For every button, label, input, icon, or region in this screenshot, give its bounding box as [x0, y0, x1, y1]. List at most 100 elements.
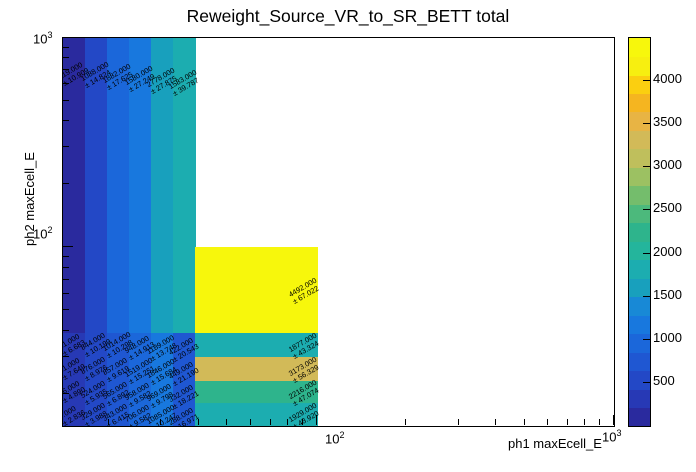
x-tick-7: [302, 419, 304, 425]
y-tick-16: [63, 46, 69, 48]
chart-title: Reweight_Source_VR_to_SR_BETT total: [186, 6, 510, 26]
y-tick-5: [63, 278, 69, 280]
heatmap-cell-r1-c1: [85, 356, 108, 382]
x-tick-10: [457, 419, 459, 425]
palette-label-1500: 1500: [653, 286, 682, 302]
x-tick-8: [315, 415, 317, 425]
heatmap-cell-r2-c3: [129, 380, 152, 404]
palette-step-18: [629, 74, 650, 94]
palette-label-2500: 2500: [653, 200, 682, 216]
palette-step-3: [629, 352, 650, 372]
palette-step-17: [629, 93, 650, 113]
palette-step-7: [629, 278, 650, 298]
heatmap-cell-r1-c2: [107, 356, 130, 382]
heatmap-cell-r3-c5: [173, 403, 196, 426]
palette-tick-2500: [643, 209, 650, 211]
palette-tick-4000: [643, 80, 650, 82]
heatmap-cell-r1-c3: [129, 356, 152, 382]
heatmap-cell-r2-c2: [107, 380, 130, 404]
y-tick-label-1e2: 102: [33, 225, 53, 242]
palette-step-6: [629, 296, 650, 316]
heatmap-cell-topcol-3: [129, 38, 152, 333]
palette-step-12: [629, 185, 650, 205]
palette-label-3000: 3000: [653, 157, 682, 173]
heatmap-cell-r0-c2: [107, 332, 130, 358]
palette-step-1: [629, 389, 650, 409]
y-tick-12: [63, 100, 69, 101]
y-tick-11: [63, 120, 69, 122]
heatmap-cell-r3-c2: [107, 403, 130, 426]
x-tick-label-1e2: 102: [325, 430, 345, 447]
heatmap-cell-r3-c0: [63, 403, 86, 426]
x-tick-17: [613, 415, 614, 425]
x-tick-16: [599, 419, 601, 425]
y-tick-6: [63, 266, 69, 268]
heatmap-cell-topcol-5: [173, 38, 196, 333]
x-tick-5: [269, 419, 271, 425]
heatmap-cell-r3-c1: [85, 403, 108, 426]
palette-tick-1500: [643, 295, 650, 297]
x-tick-label-1e3: 103: [602, 428, 622, 445]
palette-tick-1000: [643, 338, 650, 340]
heatmap-cell-r1-c0: [63, 356, 86, 382]
palette-label-500: 500: [653, 372, 675, 388]
palette-tick-2000: [643, 252, 650, 254]
heatmap-cell-r0-c0: [63, 332, 86, 358]
y-tick-14: [63, 69, 69, 71]
heatmap-cell-wide-0: [195, 247, 318, 334]
palette-step-9: [629, 241, 650, 261]
palette-tick-3500: [643, 123, 650, 125]
palette-tick-500: [643, 381, 650, 383]
palette-label-4000: 4000: [653, 71, 682, 87]
y-tick-4: [63, 292, 69, 294]
palette-step-10: [629, 222, 650, 242]
x-tick-9: [405, 419, 407, 425]
y-tick-8: [63, 246, 73, 248]
heatmap-cell-wide-2: [195, 356, 318, 382]
palette-step-16: [629, 111, 650, 131]
y-tick-13: [63, 83, 69, 85]
palette-step-2: [629, 370, 650, 390]
plot-frame: 119.000 ± 10.909 1088.000 ± 14.824 1882.000 ±…: [62, 37, 615, 427]
heatmap-cell-r0-c4: [151, 332, 174, 358]
x-tick-1: [160, 419, 162, 425]
x-tick-11: [494, 419, 496, 425]
heatmap-cell-wide-1: [195, 332, 318, 358]
heatmap-cell-topcol-0: [63, 38, 86, 333]
palette-step-4: [629, 333, 650, 353]
x-tick-6: [286, 419, 288, 425]
x-tick-14: [566, 419, 568, 425]
x-tick-4: [249, 419, 251, 425]
palette-label-2000: 2000: [653, 243, 682, 259]
palette-tick-3000: [643, 166, 650, 168]
heatmap-cell-r2-c4: [151, 380, 174, 404]
heatmap-cell-r3-c3: [129, 403, 152, 426]
y-tick-2: [63, 329, 69, 331]
y-tick-3: [63, 309, 69, 311]
heatmap-cell-r1-c4: [151, 356, 174, 382]
heatmap-cell-wide-3: [195, 380, 318, 404]
x-tick-2: [197, 419, 199, 425]
x-tick-3: [226, 419, 228, 425]
y-tick-10: [63, 146, 69, 148]
palette-step-11: [629, 204, 650, 224]
y-tick-0: [63, 392, 69, 394]
palette-step-13: [629, 167, 650, 187]
heatmap-cell-r1-c5: [173, 356, 196, 382]
palette-step-20: [629, 38, 650, 58]
color-scale-palette: [628, 37, 651, 427]
heatmap-cell-r0-c1: [85, 332, 108, 358]
x-tick-13: [547, 419, 549, 425]
palette-step-8: [629, 259, 650, 279]
y-tick-1: [63, 355, 69, 357]
heatmap-cell-r0-c5: [173, 332, 196, 358]
heatmap-cell-r2-c0: [63, 380, 86, 404]
x-tick-12: [523, 419, 525, 425]
heatmap-cell-wide-4: [195, 403, 318, 426]
palette-step-5: [629, 315, 650, 335]
palette-label-3500: 3500: [653, 114, 682, 130]
y-tick-7: [63, 255, 69, 257]
palette-step-15: [629, 130, 650, 150]
y-tick-9: [63, 183, 69, 185]
